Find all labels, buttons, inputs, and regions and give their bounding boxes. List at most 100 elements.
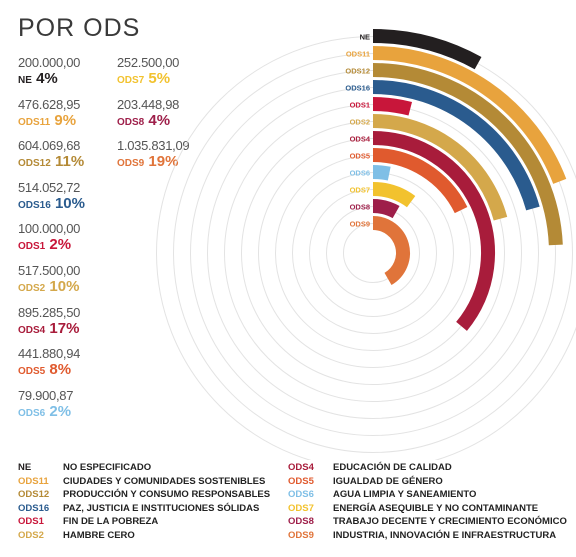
bar-label-ne: NE [360, 33, 370, 42]
legend-label: CIUDADES Y COMUNIDADES SOSTENIBLES [63, 475, 266, 487]
bar-ods8 [372, 199, 400, 219]
bar-ods6 [372, 165, 391, 181]
legend-code: ODS1 [18, 516, 44, 528]
legend-code: ODS8 [288, 516, 314, 528]
stat-amount: 514.052,72 [18, 179, 81, 195]
legend-code: ODS9 [288, 530, 314, 541]
bar-ods11 [372, 46, 567, 184]
legend-label: PAZ, JUSTICIA E INSTITUCIONES SÓLIDAS [63, 502, 260, 514]
stat-percentage: 9% [50, 111, 77, 129]
bar-ods12 [372, 63, 563, 246]
stat-code: ODS1 [18, 241, 46, 253]
legend-item-ods7: ODS7 ENERGÍA ASEQUIBLE Y NO CONTAMINANTE [288, 503, 538, 514]
legend-item-ods5: ODS5 IGUALDAD DE GÉNERO [288, 476, 443, 487]
stat-code: ODS11 [18, 116, 51, 128]
stat-ods8: 203.448,98 ODS8 4% [117, 97, 227, 130]
legend-code: ODS12 [18, 489, 50, 501]
stat-percentage: 10% [45, 278, 80, 295]
bar-label-ods6: ODS6 [350, 169, 370, 178]
bar-ods4 [372, 131, 495, 331]
bar-label-ods11: ODS11 [346, 50, 370, 59]
legend-item-ods11: ODS11 CIUDADES Y COMUNIDADES SOSTENIBLES [18, 476, 265, 487]
stat-code: ODS2 [18, 283, 46, 294]
legend-code: ODS4 [288, 462, 314, 473]
legend-item-ods2: ODS2 HAMBRE CERO [18, 530, 135, 541]
stat-code: ODS6 [18, 407, 46, 419]
stat-percentage: 4% [144, 111, 171, 129]
stat-percentage: 11% [50, 153, 85, 171]
bar-label-ods9: ODS9 [350, 220, 370, 229]
legend-item-ods1: ODS1 FIN DE LA POBREZA [18, 516, 158, 527]
bar-ods9 [372, 216, 410, 286]
stat-code: ODS8 [117, 116, 145, 128]
legend-item-ods8: ODS8 TRABAJO DECENTE Y CRECIMIENTO ECONÓM… [288, 516, 567, 527]
stat-amount: 895.285,50 [18, 304, 81, 320]
stat-code: ODS12 [18, 158, 51, 170]
bar-label-ods1: ODS1 [350, 101, 370, 110]
bar-label-ods5: ODS5 [350, 152, 370, 161]
stat-code: NE [18, 75, 32, 86]
stat-percentage: 17% [45, 319, 80, 337]
legend-item-ods9: ODS9 INDUSTRIA, INNOVACIÓN E INFRAESTRUCT… [288, 530, 556, 541]
legend-code: ODS2 [18, 530, 44, 541]
legend-code: ODS5 [288, 475, 314, 487]
legend-code: ODS7 [288, 502, 314, 514]
legend-code: ODS16 [18, 502, 50, 514]
stat-percentage: 19% [144, 153, 179, 171]
stat-percentage: 5% [144, 70, 171, 87]
radial-bar-chart: NE ODS11 ODS12 ODS16 ODS1 ODS2 ODS4 ODS5 ODS6 ODS… [156, 29, 576, 460]
legend-label: IGUALDAD DE GÉNERO [333, 475, 443, 487]
legend-label: EDUCACIÓN DE CALIDAD [333, 462, 452, 473]
bar-label-ods8: ODS8 [350, 203, 370, 212]
bar-ods1 [372, 97, 413, 116]
stat-code: ODS4 [18, 324, 46, 336]
legend-label: PRODUCCIÓN Y CONSUMO RESPONSABLES [63, 489, 271, 501]
legend-item-ods12: ODS12 PRODUCCIÓN Y CONSUMO RESPONSABLES [18, 489, 270, 500]
bar-ods5 [372, 148, 468, 214]
stat-code: ODS9 [117, 158, 145, 170]
stat-code: ODS16 [18, 199, 51, 211]
stat-ods5: 441.880,94 ODS5 8% [18, 346, 128, 379]
legend-label: ENERGÍA ASEQUIBLE Y NO CONTAMINANTE [333, 502, 539, 514]
legend-label: AGUA LIMPIA Y SANEAMIENTO [333, 489, 477, 501]
stat-amount: 252.500,00 [117, 55, 180, 70]
stat-amount: 604.069,68 [18, 138, 81, 154]
stat-ods16: 514.052,72 ODS16 10% [18, 180, 128, 213]
stat-amount: 441.880,94 [18, 346, 81, 362]
bar-label-ods2: ODS2 [350, 118, 370, 127]
bar-ods16 [372, 80, 540, 211]
legend-label: HAMBRE CERO [63, 530, 135, 541]
stat-ods11: 476.628,95 ODS11 9% [18, 97, 128, 130]
stat-amount: 1.035.831,09 [117, 138, 190, 154]
legend-label: TRABAJO DECENTE Y CRECIMIENTO ECONÓMICO [333, 516, 567, 528]
stat-percentage: 2% [45, 236, 72, 254]
page-title: POR ODS [18, 14, 141, 42]
stat-ods4: 895.285,50 ODS4 17% [18, 305, 128, 338]
stat-amount: 476.628,95 [18, 96, 81, 112]
stat-amount: 200.000,00 [18, 55, 81, 70]
stat-code: ODS5 [18, 366, 46, 378]
legend-label: FIN DE LA POBREZA [63, 516, 159, 528]
bar-label-ods16: ODS16 [345, 84, 370, 93]
stat-ods1: 100.000,00 ODS1 2% [18, 221, 128, 254]
legend-item-ne: NE NO ESPECIFICADO [18, 462, 151, 473]
stat-percentage: 8% [45, 361, 72, 379]
stat-ods2: 517.500,00 ODS2 10% [18, 263, 128, 296]
stat-percentage: 10% [50, 194, 85, 212]
legend-item-ods16: ODS16 PAZ, JUSTICIA E INSTITUCIONES SÓLID… [18, 503, 259, 514]
stat-ne: 200.000,00 NE 4% [18, 55, 128, 88]
legend-label: INDUSTRIA, INNOVACIÓN E INFRAESTRUCTURA [333, 530, 557, 541]
legend-code: NE [18, 462, 32, 473]
stat-code: ODS7 [117, 75, 145, 86]
legend-item-ods4: ODS4 EDUCACIÓN DE CALIDAD [288, 462, 452, 473]
legend-code: ODS6 [288, 489, 314, 501]
stat-amount: 79.900,87 [18, 387, 74, 403]
stat-percentage: 2% [45, 402, 72, 420]
legend-item-ods6: ODS6 AGUA LIMPIA Y SANEAMIENTO [288, 489, 476, 500]
stat-amount: 100.000,00 [18, 221, 81, 237]
bar-ne [372, 29, 482, 70]
bar-ods2 [372, 114, 508, 221]
stat-amount: 203.448,98 [117, 96, 180, 112]
stat-percentage: 4% [31, 70, 58, 87]
stat-ods7: 252.500,00 ODS7 5% [117, 55, 227, 88]
